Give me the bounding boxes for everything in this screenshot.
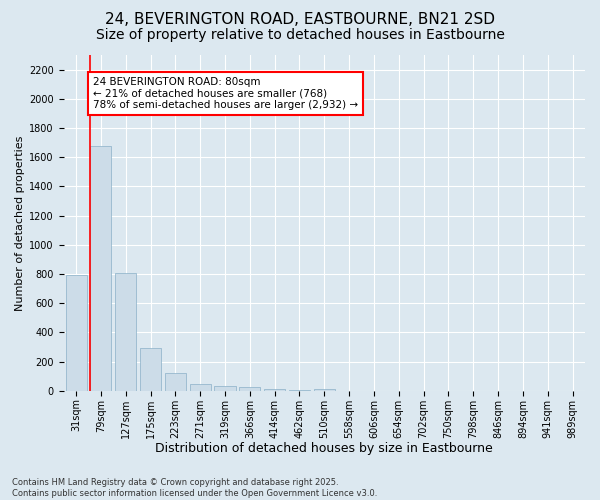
Bar xyxy=(314,390,335,391)
X-axis label: Distribution of detached houses by size in Eastbourne: Distribution of detached houses by size … xyxy=(155,442,493,455)
Bar xyxy=(65,276,86,391)
Bar xyxy=(165,374,186,391)
Bar xyxy=(264,390,285,391)
Bar xyxy=(140,348,161,391)
Text: 24, BEVERINGTON ROAD, EASTBOURNE, BN21 2SD: 24, BEVERINGTON ROAD, EASTBOURNE, BN21 2… xyxy=(105,12,495,28)
Text: 24 BEVERINGTON ROAD: 80sqm
← 21% of detached houses are smaller (768)
78% of sem: 24 BEVERINGTON ROAD: 80sqm ← 21% of deta… xyxy=(93,77,358,110)
Bar xyxy=(190,384,211,391)
Bar xyxy=(91,146,112,391)
Text: Size of property relative to detached houses in Eastbourne: Size of property relative to detached ho… xyxy=(95,28,505,42)
Text: Contains HM Land Registry data © Crown copyright and database right 2025.
Contai: Contains HM Land Registry data © Crown c… xyxy=(12,478,377,498)
Bar xyxy=(289,390,310,391)
Bar xyxy=(214,386,236,391)
Bar xyxy=(115,272,136,391)
Bar xyxy=(239,387,260,391)
Y-axis label: Number of detached properties: Number of detached properties xyxy=(15,135,25,310)
